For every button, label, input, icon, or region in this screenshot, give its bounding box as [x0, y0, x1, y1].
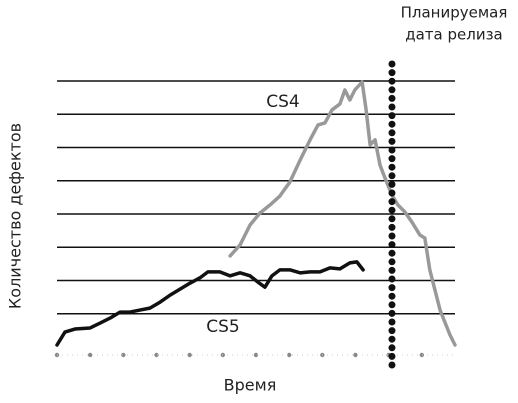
release-label: дата релиза — [405, 26, 503, 44]
x-tick-dot — [154, 352, 159, 358]
x-tick-dot — [286, 352, 292, 358]
series-line — [228, 80, 457, 347]
series-label: CS5 — [206, 317, 239, 337]
series-label: CS4 — [266, 92, 299, 112]
y-axis-label: Количество дефектов — [6, 123, 25, 309]
series-line — [55, 260, 365, 347]
release-label: Планируемая — [401, 4, 508, 22]
x-tick-dot — [253, 352, 259, 358]
x-tick-dot — [121, 352, 126, 358]
x-tick-dot — [87, 352, 93, 358]
x-axis-label: Время — [224, 376, 277, 395]
x-tick-dot — [187, 352, 192, 358]
x-tick-dot — [353, 352, 358, 358]
x-tick-dot — [419, 352, 425, 358]
